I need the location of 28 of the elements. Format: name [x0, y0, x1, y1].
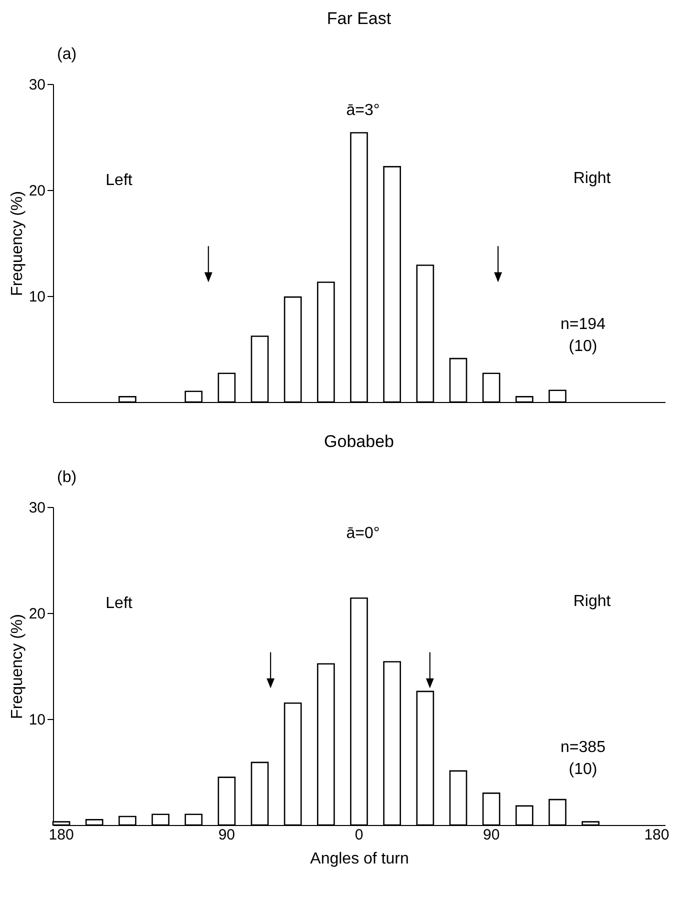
- y-tick-label: 20: [28, 182, 46, 200]
- y-axis-title: Frequency (%): [8, 614, 26, 719]
- x-tick-label: 90: [218, 826, 236, 844]
- y-axis-title: Frequency (%): [8, 191, 26, 296]
- text: (b): [57, 469, 77, 486]
- annotation: Right: [573, 593, 612, 610]
- annotation: Left: [106, 595, 133, 612]
- annotation: Left: [106, 172, 133, 189]
- chart-title: Gobabeb: [324, 432, 394, 451]
- x-tick-label: 0: [354, 826, 364, 844]
- annotation: ā=3°: [346, 102, 380, 119]
- y-tick-label: 10: [28, 288, 46, 306]
- x-tick-label: 180: [48, 826, 74, 844]
- y-tick-label: 30: [28, 500, 46, 516]
- y-tick-label: 10: [28, 712, 46, 728]
- text: (a): [57, 46, 77, 63]
- chart-title: Far East: [326, 9, 392, 28]
- x-tick-label: 90: [482, 826, 500, 844]
- y-tick-label: 30: [28, 76, 46, 94]
- annotation: ā=0°: [346, 525, 380, 542]
- y-tick-label: 20: [28, 606, 46, 622]
- x-axis-title: Angles of turn: [310, 850, 409, 868]
- annotation: (10): [568, 761, 598, 778]
- annotation: Right: [573, 170, 612, 187]
- annotation: n=385: [560, 739, 606, 756]
- x-tick-label: 180: [644, 826, 670, 844]
- annotation: (10): [568, 338, 598, 355]
- annotation: n=194: [560, 316, 606, 333]
